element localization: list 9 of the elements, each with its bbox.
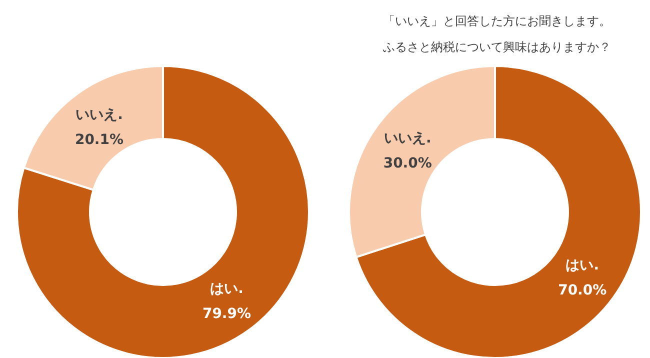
slice-label: はい. <box>210 281 244 298</box>
data-label: 30.0% <box>383 156 432 172</box>
slice-label: はい. <box>566 257 600 274</box>
data-label: 20.1% <box>74 132 124 148</box>
data-label: 70.0% <box>558 282 607 298</box>
slice-label: いいえ. <box>76 106 123 123</box>
data-label: 79.9% <box>202 306 252 322</box>
chart-title: 「いいえ」と回答した方にお聞きします。ふるさと納税について興味はありますか？ <box>382 13 612 56</box>
slice-label: いいえ. <box>384 130 432 147</box>
